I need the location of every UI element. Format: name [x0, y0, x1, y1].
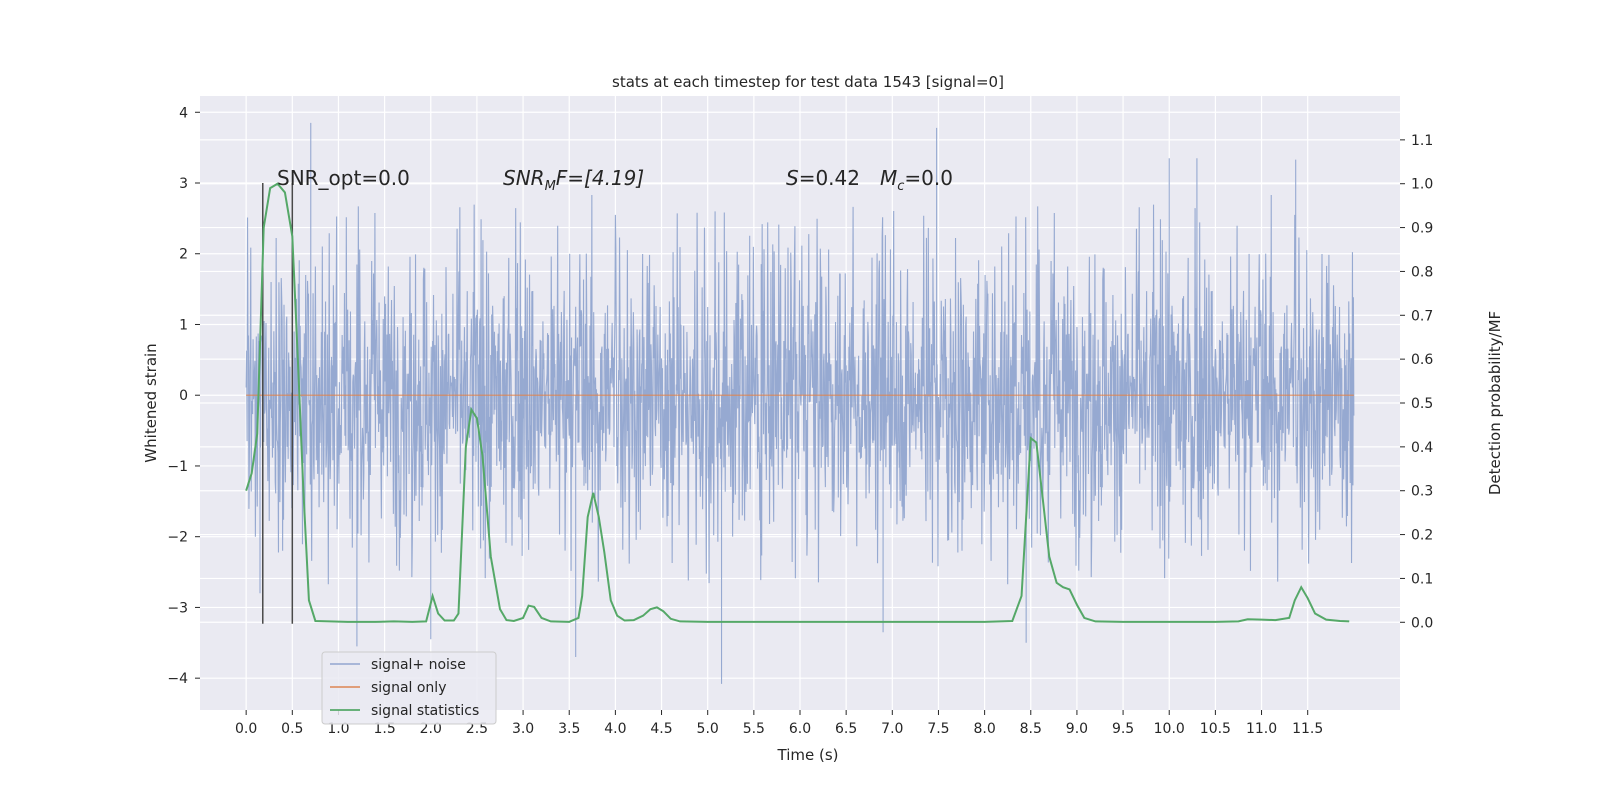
y-tick-label-left: −1 [167, 459, 188, 475]
annotation-mc-main: M [880, 166, 897, 190]
y-tick-label-left: −3 [167, 600, 188, 616]
y-tick-label-right: 1.1 [1411, 133, 1433, 149]
y-tick-label-right: 0.0 [1411, 615, 1433, 631]
y-axis-left-label: Whitened strain [142, 343, 160, 462]
y-tick-label-left: 1 [179, 317, 188, 333]
x-tick-label: 2.0 [420, 721, 442, 737]
y-tick-label-right: 0.5 [1411, 396, 1433, 412]
x-tick-label: 11.0 [1246, 721, 1277, 737]
x-tick-label: 1.5 [373, 721, 395, 737]
legend: signal+ noise signal only signal statist… [321, 651, 497, 725]
x-tick-label: 9.5 [1112, 721, 1134, 737]
x-tick-label: 1.0 [327, 721, 349, 737]
y-tick-label-right: 0.7 [1411, 308, 1433, 324]
annotation-s-rest: =0.42 [799, 166, 860, 190]
x-tick-label: 5.5 [743, 721, 765, 737]
y-tick-label-left: 2 [179, 247, 188, 263]
x-tick-label: 10.5 [1200, 721, 1231, 737]
y-axis-left-ticks: 4 3 2 1 0 −1 −2 −3 −4 [167, 105, 200, 687]
x-tick-label: 7.0 [881, 721, 903, 737]
x-tick-label: 4.0 [604, 721, 626, 737]
y-tick-label-right: 0.2 [1411, 528, 1433, 544]
x-tick-label: 4.5 [650, 721, 672, 737]
y-tick-label-right: 0.3 [1411, 484, 1433, 500]
x-tick-label: 0.0 [235, 721, 257, 737]
y-tick-label-left: −2 [167, 530, 188, 546]
x-tick-label: 8.5 [1020, 721, 1042, 737]
annotation-mc-sub: c [897, 179, 904, 194]
x-tick-label: 0.5 [281, 721, 303, 737]
x-tick-label: 6.0 [789, 721, 811, 737]
series-signal-plus-noise [245, 122, 1355, 684]
signal-plus-noise-trace [245, 122, 1355, 684]
y-tick-label-right: 0.1 [1411, 571, 1433, 587]
x-tick-label: 6.5 [835, 721, 857, 737]
annotation-snr-mf-rest: F=[4.19] [556, 166, 644, 190]
x-tick-label: 5.0 [697, 721, 719, 737]
y-tick-label-right: 0.8 [1411, 264, 1433, 280]
x-tick-label: 10.0 [1154, 721, 1185, 737]
y-tick-label-right: 0.6 [1411, 352, 1433, 368]
legend-label-signal-only: signal only [371, 680, 446, 696]
x-tick-label: 2.5 [466, 721, 488, 737]
chart-title: stats at each timestep for test data 154… [612, 73, 1004, 91]
y-tick-label-left: −4 [167, 671, 188, 687]
legend-label-signal-plus-noise: signal+ noise [371, 657, 466, 673]
x-tick-label: 3.5 [558, 721, 580, 737]
y-axis-right-ticks: 1.1 1.0 0.9 0.8 0.7 0.6 0.5 0.4 0.3 0.2 0.1 0.0 [1400, 133, 1433, 631]
y-tick-label-left: 4 [179, 105, 188, 121]
annotation-s: S=0.42 [786, 166, 860, 190]
annotation-mc-rest: =0.0 [904, 166, 953, 190]
annotation-mc: Mc=0.0 [880, 166, 953, 194]
x-tick-label: 7.5 [927, 721, 949, 737]
x-tick-label: 8.0 [973, 721, 995, 737]
x-axis-label: Time (s) [777, 746, 839, 764]
legend-label-signal-statistics: signal statistics [371, 703, 479, 719]
y-tick-label-left: 0 [179, 388, 188, 404]
x-tick-label: 11.5 [1292, 721, 1323, 737]
annotation-snr-opt: SNR_opt=0.0 [277, 166, 410, 190]
x-tick-label: 3.0 [512, 721, 534, 737]
x-axis-ticks: 0.0 0.5 1.0 1.5 2.0 2.5 3.0 3.5 4.0 4.5 5.0 5.5 6.0 6… [235, 710, 1323, 737]
y-tick-label-right: 0.4 [1411, 440, 1433, 456]
y-axis-right-label: Detection probability/MF [1486, 311, 1504, 495]
y-tick-label-right: 0.9 [1411, 221, 1433, 237]
y-tick-label-left: 3 [179, 176, 188, 192]
y-tick-label-right: 1.0 [1411, 177, 1433, 193]
annotation-snr-mf-main: SNR [503, 166, 545, 190]
annotation-s-main: S [786, 166, 799, 190]
annotation-snr-mf: SNRMF=[4.19] [503, 166, 644, 194]
series-signal-statistics [245, 182, 1350, 623]
legend-box [321, 651, 497, 725]
annotation-snr-mf-sub: M [545, 179, 556, 194]
x-tick-label: 9.0 [1066, 721, 1088, 737]
